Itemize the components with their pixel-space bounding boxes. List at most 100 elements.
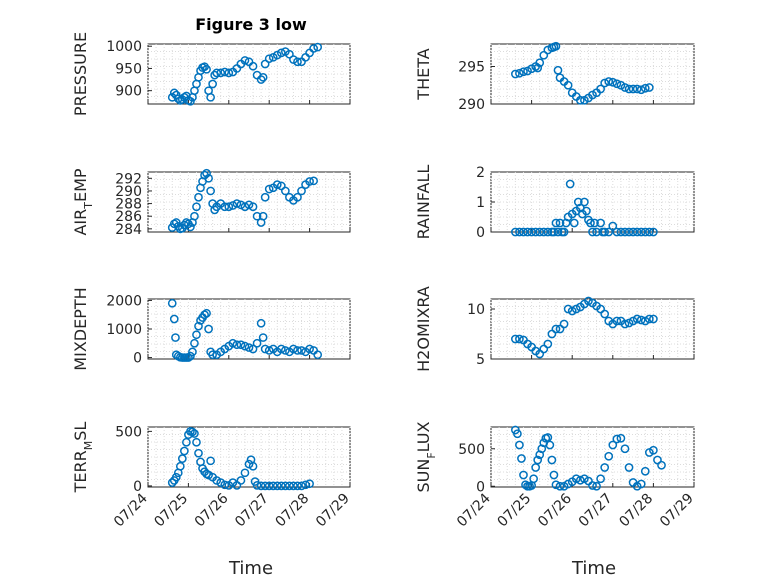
data-point <box>628 84 638 94</box>
data-point <box>281 346 290 355</box>
data-point <box>612 434 622 444</box>
y-tick-label: 1000 <box>106 322 142 338</box>
data-point <box>628 316 638 326</box>
data-point <box>202 308 211 318</box>
x-tick-label: 07/24 <box>111 490 151 530</box>
data-point <box>220 480 230 490</box>
data-point <box>644 314 654 324</box>
data-point <box>640 83 650 93</box>
data-point <box>190 211 199 221</box>
data-point <box>559 227 569 237</box>
data-point <box>517 454 526 463</box>
data-point <box>232 199 242 208</box>
data-point <box>240 468 250 478</box>
data-point <box>301 480 310 490</box>
data-point <box>297 481 306 491</box>
data-point <box>624 84 634 94</box>
data-point <box>559 319 569 329</box>
data-point <box>281 481 290 491</box>
data-point <box>258 211 268 221</box>
data-point <box>192 437 201 447</box>
data-point <box>252 338 262 348</box>
data-point <box>600 78 610 88</box>
data-point <box>276 481 286 491</box>
data-point <box>173 221 183 231</box>
y-tick-label: 1000 <box>106 39 142 55</box>
y-axis-label: H2OMIXRA <box>414 286 433 372</box>
data-point <box>293 192 302 202</box>
data-point <box>539 227 549 237</box>
data-point <box>604 77 614 86</box>
data-point <box>309 44 318 53</box>
data-point <box>167 298 177 308</box>
data-point <box>624 318 634 328</box>
data-point <box>167 478 177 487</box>
data-point <box>608 77 618 87</box>
data-point <box>236 200 246 210</box>
data-point <box>293 481 302 491</box>
data-point <box>248 461 258 471</box>
y-tick-label: 0 <box>133 351 142 367</box>
data-point <box>549 227 559 237</box>
data-point <box>553 65 563 75</box>
data-point <box>519 470 528 480</box>
data-point <box>240 202 250 212</box>
data-point <box>171 472 181 482</box>
y-axis-label: MIXDEPTH <box>71 287 90 370</box>
x-tick-label: 07/26 <box>192 490 232 530</box>
data-point <box>575 95 585 105</box>
data-point <box>586 218 595 228</box>
data-point <box>248 344 258 354</box>
subplot-terr-msl: 0 500 TERRMSL 07/24 07/25 07/26 07/27 07/28 07/2… <box>71 422 353 531</box>
data-point <box>194 448 203 458</box>
y-tick-label: 2000 <box>106 293 142 309</box>
data-point <box>543 339 553 349</box>
data-point <box>206 456 215 466</box>
data-point <box>513 429 522 439</box>
data-point <box>588 227 597 237</box>
data-point <box>549 470 559 480</box>
data-point <box>260 192 270 202</box>
data-point <box>521 480 530 490</box>
data-point <box>590 218 599 228</box>
data-point <box>313 42 323 52</box>
data-point <box>612 316 622 326</box>
data-point <box>228 338 238 348</box>
data-point <box>519 67 528 77</box>
data-point <box>200 310 209 320</box>
subplot-h2omixra: 5 10 H2OMIXRA <box>414 286 695 372</box>
data-point <box>565 179 575 189</box>
data-point <box>305 177 314 186</box>
data-point <box>192 330 201 340</box>
y-tick-label: 5 <box>476 352 485 368</box>
data-point <box>569 218 579 228</box>
data-point <box>632 84 642 94</box>
data-point <box>285 481 294 491</box>
data-point <box>563 80 573 90</box>
data-point <box>224 68 234 78</box>
data-point <box>592 227 601 237</box>
data-point <box>620 444 630 454</box>
x-axis-label-right: Time <box>571 558 616 579</box>
data-point <box>640 227 650 237</box>
data-point <box>220 202 230 212</box>
data-point <box>604 451 614 461</box>
data-point <box>228 201 238 210</box>
data-point <box>192 202 201 212</box>
data-point <box>232 340 242 350</box>
data-point <box>175 461 185 471</box>
data-point <box>276 344 286 354</box>
x-tick-label: 07/29 <box>313 491 353 531</box>
data-point <box>208 79 217 89</box>
y-tick-label: 292 <box>115 171 142 187</box>
data-point <box>190 338 199 348</box>
y-tick-label: 286 <box>115 209 142 225</box>
data-point <box>272 180 282 189</box>
data-point <box>511 69 520 79</box>
data-point <box>543 433 553 442</box>
data-point <box>297 346 306 355</box>
subplot-sun-flux: 0 500 SUNFLUX 07/24 07/25 07/26 07/27 07/28 07/2… <box>414 421 697 530</box>
data-point <box>204 324 213 334</box>
y-tick-label: 0 <box>133 479 142 495</box>
